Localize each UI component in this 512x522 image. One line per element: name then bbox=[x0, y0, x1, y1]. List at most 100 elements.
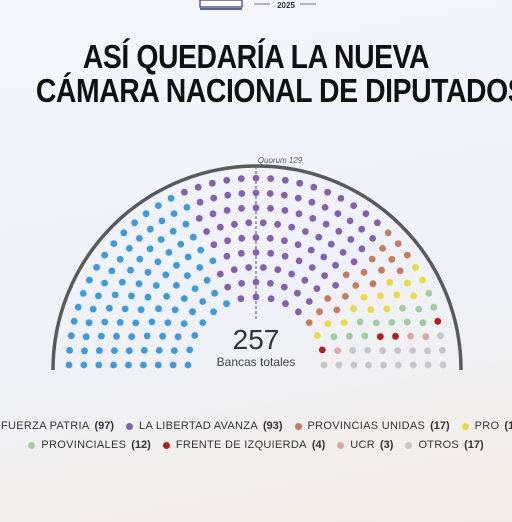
seat-dot bbox=[392, 332, 399, 340]
seat-dot bbox=[195, 215, 203, 222]
seat-dot bbox=[313, 285, 321, 292]
seat-dot bbox=[439, 361, 447, 369]
seat-dot bbox=[191, 332, 199, 339]
seat-dot bbox=[295, 257, 303, 265]
seat-dot bbox=[410, 292, 417, 300]
legend-row: FUERZA PATRIA (97) LA LIBERTAD AVANZA (93) P… bbox=[0, 420, 512, 432]
seat-dot bbox=[128, 292, 135, 300]
seat-dot bbox=[409, 361, 417, 369]
seat-dot bbox=[302, 228, 309, 235]
seat-dot bbox=[154, 361, 162, 369]
seat-dot bbox=[308, 264, 316, 271]
seat-dot bbox=[95, 361, 103, 369]
legend-color-dot bbox=[162, 441, 170, 449]
seat-dot bbox=[316, 308, 323, 316]
seat-dot bbox=[191, 285, 199, 292]
seat-dot bbox=[165, 249, 173, 256]
seat-dot bbox=[154, 202, 162, 209]
seat-dot bbox=[308, 198, 316, 206]
seat-dot bbox=[349, 347, 357, 354]
legend-item: PRO (14) bbox=[461, 420, 512, 432]
seat-dot bbox=[313, 332, 321, 339]
total-seats-number: 257 bbox=[233, 324, 280, 355]
seat-dot bbox=[330, 333, 338, 341]
seat-dot bbox=[372, 319, 380, 327]
seat-dot bbox=[334, 347, 341, 354]
legend-count: (3) bbox=[380, 439, 394, 451]
seat-dot bbox=[203, 276, 211, 284]
seat-dot bbox=[163, 293, 171, 300]
seat-dot bbox=[209, 257, 217, 265]
seat-dot bbox=[388, 255, 396, 263]
seat-dot bbox=[310, 183, 318, 191]
seat-dot bbox=[180, 295, 188, 302]
seat-dot bbox=[143, 332, 151, 340]
seat-dot bbox=[395, 361, 402, 369]
seat-dot bbox=[142, 210, 150, 218]
seat-dot bbox=[80, 361, 88, 369]
seat-dot bbox=[374, 219, 381, 227]
legend-count: (12) bbox=[131, 439, 151, 451]
legend-label: UCR bbox=[350, 439, 375, 451]
legend-label: OTROS bbox=[418, 439, 460, 451]
title-line-1: ASÍ QUEDARÍA LA NUEVA bbox=[82, 38, 430, 75]
seat-dot bbox=[307, 246, 315, 254]
seat-dot bbox=[369, 235, 376, 242]
seat-dot bbox=[394, 240, 402, 247]
seat-dot bbox=[174, 333, 182, 341]
seat-dot bbox=[74, 303, 82, 311]
seat-dot bbox=[364, 346, 372, 354]
seat-dot bbox=[350, 361, 358, 369]
seat-dot bbox=[320, 253, 328, 261]
legend-label: PROVINCIAS UNIDAS bbox=[307, 420, 426, 432]
seat-dot bbox=[437, 332, 445, 340]
seat-dot bbox=[280, 283, 288, 291]
seat-dot bbox=[136, 255, 144, 263]
seat-dot bbox=[295, 210, 303, 218]
seat-dot bbox=[422, 333, 430, 341]
seat-dot bbox=[216, 270, 224, 278]
seat-dot bbox=[394, 347, 401, 354]
seat-dot bbox=[342, 293, 349, 300]
seat-dot bbox=[82, 333, 90, 341]
seat-dot bbox=[424, 347, 431, 355]
seat-dot bbox=[66, 346, 73, 354]
seat-dot bbox=[177, 240, 185, 248]
seat-dot bbox=[340, 319, 348, 326]
seat-dot bbox=[231, 220, 238, 228]
seat-dot bbox=[164, 319, 172, 326]
seat-dot bbox=[294, 241, 302, 249]
seat-dot bbox=[118, 278, 126, 286]
seat-dot bbox=[65, 361, 73, 369]
seat-dot bbox=[224, 191, 232, 199]
seat-dot bbox=[238, 280, 246, 287]
seat-dot bbox=[412, 263, 419, 271]
seat-dot bbox=[376, 333, 384, 340]
seat-dot bbox=[95, 292, 102, 300]
seat-dot bbox=[309, 215, 317, 222]
seat-dot bbox=[173, 282, 180, 289]
seat-dot bbox=[132, 319, 140, 327]
seat-dot bbox=[131, 219, 139, 227]
legend-label: PROVINCIALES bbox=[41, 439, 127, 451]
seat-dot bbox=[403, 251, 411, 259]
legend-label: PRO bbox=[474, 420, 500, 432]
seat-dot bbox=[106, 304, 113, 312]
seat-dot bbox=[358, 245, 366, 253]
seat-dot bbox=[352, 282, 360, 289]
seat-dot bbox=[350, 305, 357, 313]
seat-dot bbox=[361, 332, 369, 340]
seat-dot bbox=[184, 253, 192, 261]
legend-label: FRENTE DE IZQUIERDA bbox=[175, 439, 307, 451]
seat-dot bbox=[346, 332, 353, 340]
seat-dot bbox=[169, 361, 177, 369]
seat-dot bbox=[259, 219, 267, 227]
seat-dot bbox=[167, 195, 175, 202]
seat-dot bbox=[223, 176, 231, 184]
seat-dot bbox=[384, 229, 392, 237]
seat-dot bbox=[288, 270, 296, 278]
seat-dot bbox=[155, 347, 163, 354]
seat-dot bbox=[245, 219, 253, 227]
seat-dot bbox=[404, 279, 411, 287]
seat-dot bbox=[184, 272, 191, 279]
